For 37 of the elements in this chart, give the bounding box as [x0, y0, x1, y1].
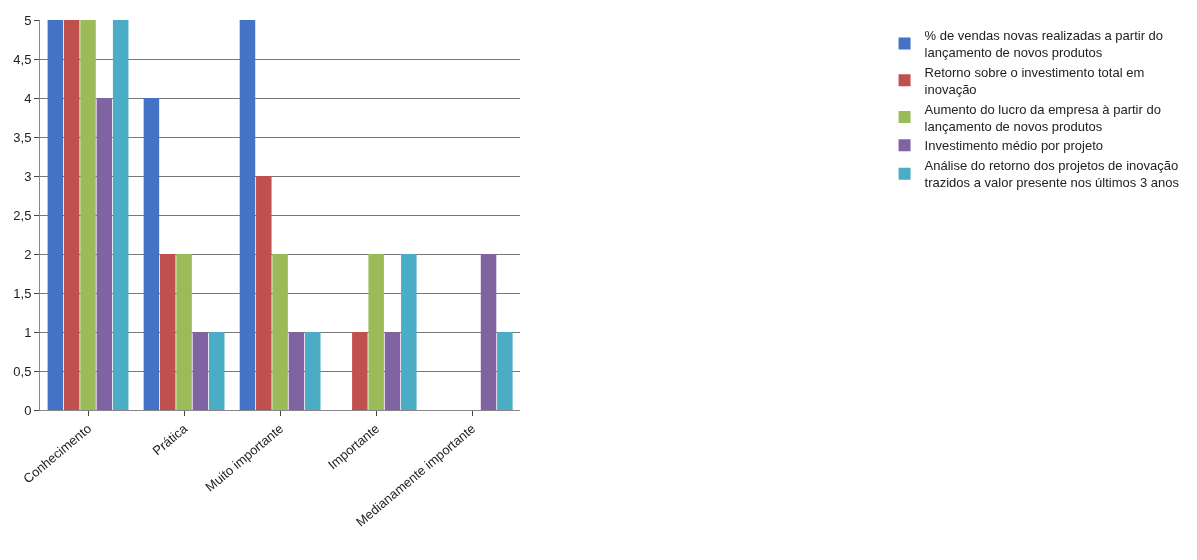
legend-label: Retorno sobre o investimento total em inovação — [924, 64, 1145, 97]
y-tick-label: 4,5 — [13, 51, 32, 67]
bar — [112, 20, 129, 410]
legend-label: Análise do retorno dos projetos de inovação trazidos a valor presente nos últimos 3 anos — [924, 158, 1180, 191]
legend-label: % de vendas novas realizadas a partir do lançamento de novos produtos — [924, 28, 1164, 60]
bar — [176, 254, 192, 410]
legend-label: Investimento médio por projeto — [924, 138, 1104, 154]
y-tick-label: 0,5 — [13, 363, 32, 379]
y-tick-label: 0 — [24, 402, 32, 418]
bar — [352, 332, 368, 410]
y-tick-label: 3 — [24, 168, 32, 184]
bar — [239, 20, 256, 410]
bar — [159, 254, 176, 410]
bar — [272, 254, 288, 410]
bar — [305, 332, 321, 410]
y-tick-label: 1,5 — [13, 285, 32, 301]
bar — [401, 254, 417, 410]
y-tick-label: 5 — [24, 12, 32, 28]
bar — [384, 332, 401, 410]
bar — [80, 20, 96, 410]
bar — [208, 332, 225, 410]
bar — [480, 254, 497, 410]
bar — [143, 98, 160, 410]
bar — [256, 176, 272, 410]
bar — [47, 20, 64, 410]
y-tick-label: 1 — [24, 324, 32, 340]
y-tick-label: 3,5 — [13, 129, 32, 145]
bar — [368, 254, 384, 410]
bar — [63, 20, 80, 410]
bar — [192, 332, 209, 410]
y-tick-label: 2 — [24, 246, 32, 262]
y-tick-label: 2,5 — [13, 207, 32, 223]
bar — [288, 332, 305, 410]
bar — [497, 332, 513, 410]
bar — [96, 98, 113, 410]
legend-label: Aumento do lucro da empresa à partir do lançamento de novos produtos — [924, 101, 1161, 134]
y-tick-label: 4 — [24, 90, 32, 106]
